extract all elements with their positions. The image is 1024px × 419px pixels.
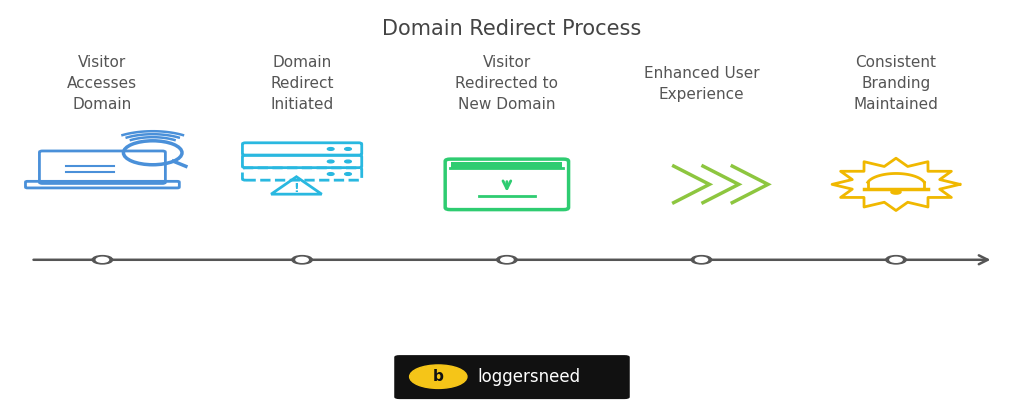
Text: Visitor
Redirected to
New Domain: Visitor Redirected to New Domain: [456, 55, 558, 112]
Circle shape: [328, 160, 334, 163]
FancyBboxPatch shape: [394, 355, 630, 399]
Circle shape: [410, 365, 467, 388]
Text: Enhanced User
Experience: Enhanced User Experience: [644, 66, 759, 102]
Circle shape: [886, 256, 906, 264]
Circle shape: [345, 160, 351, 163]
Text: b: b: [433, 369, 443, 384]
Circle shape: [345, 147, 351, 150]
Circle shape: [96, 257, 109, 262]
Text: !: !: [294, 181, 299, 194]
Circle shape: [691, 256, 712, 264]
Circle shape: [891, 190, 901, 194]
Circle shape: [328, 147, 334, 150]
Text: Domain
Redirect
Initiated: Domain Redirect Initiated: [270, 55, 334, 112]
Circle shape: [497, 256, 517, 264]
Bar: [452, 162, 562, 168]
Text: Visitor
Accesses
Domain: Visitor Accesses Domain: [68, 55, 137, 112]
Text: Domain Redirect Process: Domain Redirect Process: [382, 19, 642, 39]
Circle shape: [345, 173, 351, 176]
Circle shape: [890, 257, 902, 262]
Circle shape: [501, 257, 513, 262]
Circle shape: [328, 173, 334, 176]
Circle shape: [296, 257, 308, 262]
Text: Consistent
Branding
Maintained: Consistent Branding Maintained: [854, 55, 938, 112]
Text: loggersneed: loggersneed: [477, 368, 581, 385]
Circle shape: [92, 256, 113, 264]
Circle shape: [292, 256, 312, 264]
Circle shape: [695, 257, 708, 262]
